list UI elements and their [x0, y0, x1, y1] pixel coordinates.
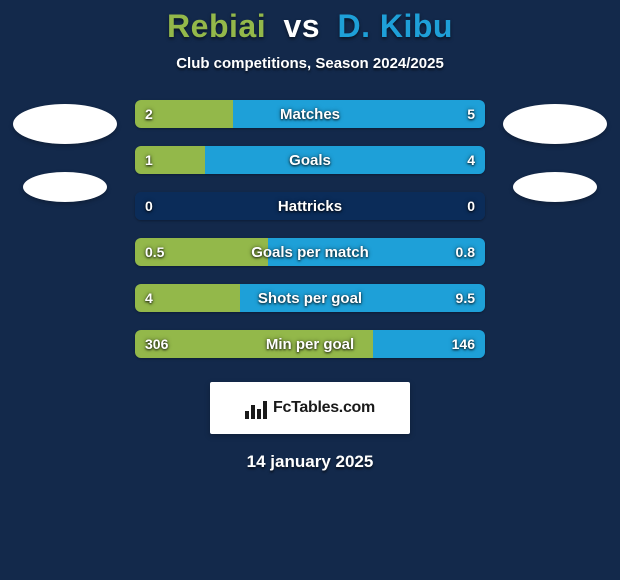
stat-fill-left [135, 330, 373, 358]
brand-badge: FcTables.com [210, 382, 410, 434]
date-text: 14 january 2025 [0, 452, 620, 472]
stat-row: 306146Min per goal [135, 330, 485, 358]
stat-fill-right [233, 100, 485, 128]
stat-fill-left [135, 284, 240, 312]
stat-fill-left [135, 238, 268, 266]
vs-text: vs [283, 8, 320, 44]
player2-name: D. Kibu [337, 8, 452, 44]
stat-row: 14Goals [135, 146, 485, 174]
brand-text: FcTables.com [273, 399, 375, 417]
stat-fill-left [135, 146, 205, 174]
team-logo-left-1 [13, 104, 117, 144]
stat-fill-right [240, 284, 485, 312]
team-logo-left-2 [23, 172, 107, 202]
page-title: Rebiai vs D. Kibu [0, 8, 620, 45]
stat-fill-left [135, 100, 233, 128]
chart-icon [245, 397, 267, 419]
right-logos [503, 100, 607, 202]
comparison-card: Rebiai vs D. Kibu Club competitions, Sea… [0, 0, 620, 580]
stat-row: 0.50.8Goals per match [135, 238, 485, 266]
stat-fill-right [205, 146, 485, 174]
stat-bars: 25Matches 14Goals 00Hattricks 0.50.8Goals p… [135, 100, 485, 358]
stat-fill-right [268, 238, 485, 266]
stat-row: 49.5Shots per goal [135, 284, 485, 312]
left-logos [13, 100, 117, 202]
stat-row: 00Hattricks [135, 192, 485, 220]
subtitle: Club competitions, Season 2024/2025 [0, 55, 620, 72]
team-logo-right-1 [503, 104, 607, 144]
player1-name: Rebiai [167, 8, 266, 44]
comparison-body: 25Matches 14Goals 00Hattricks 0.50.8Goals p… [0, 100, 620, 358]
stat-row: 25Matches [135, 100, 485, 128]
team-logo-right-2 [513, 172, 597, 202]
stat-fill-right [373, 330, 485, 358]
stat-track [135, 192, 485, 220]
